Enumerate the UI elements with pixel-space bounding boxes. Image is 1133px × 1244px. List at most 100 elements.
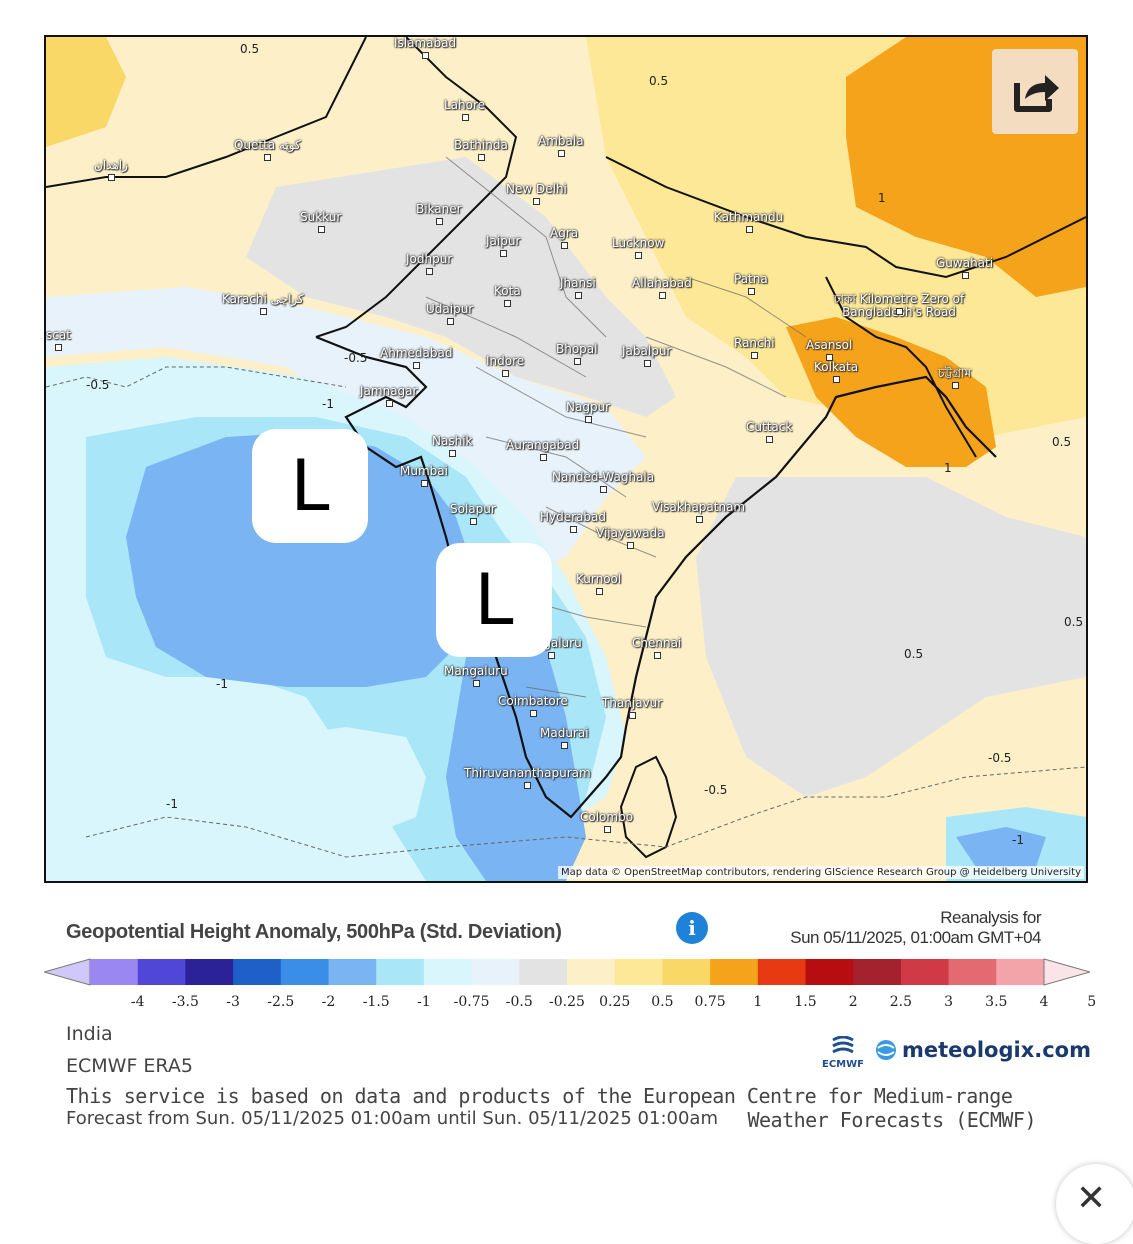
legend-swatch — [805, 959, 854, 985]
city-label[interactable]: Hyderabad — [540, 510, 606, 533]
city-label[interactable]: Lahore — [444, 98, 486, 121]
city-label[interactable]: Chennai — [632, 636, 682, 659]
ecmwf-label: ECMWF — [822, 1059, 864, 1070]
city-label[interactable]: Aurangabad — [506, 438, 580, 461]
city-label[interactable]: Kolkata — [814, 360, 859, 383]
city-label[interactable]: Allahabad — [632, 276, 692, 299]
close-button[interactable]: ✕ — [1056, 1164, 1133, 1244]
city-label[interactable]: Udaipur — [426, 302, 474, 325]
legend-swatch — [757, 959, 806, 985]
legend-swatch — [280, 959, 329, 985]
service-line: Weather Forecasts (ECMWF) — [747, 1108, 1036, 1132]
close-icon: ✕ — [1076, 1178, 1107, 1219]
city-label[interactable]: Quetta کوټه — [234, 138, 301, 161]
border-nepal-china — [605, 156, 1086, 279]
reanalysis-time: Reanalysis for Sun 05/11/2025, 01:00am G… — [790, 908, 1041, 948]
city-label[interactable]: Mumbai — [400, 464, 448, 487]
legend-swatch — [328, 959, 377, 985]
city-label[interactable]: Jodhpur — [406, 252, 453, 275]
region-yellow-nw — [46, 37, 126, 147]
legend-tick-label: 0.75 — [694, 994, 726, 1010]
city-label[interactable]: Nanded-Waghala — [552, 470, 655, 493]
region-gray-central — [246, 157, 676, 417]
city-label[interactable]: Solapur — [450, 502, 496, 525]
city-label[interactable]: Bathinda — [454, 138, 508, 161]
contour-label: 1 — [944, 461, 952, 475]
city-label[interactable]: Kota — [494, 284, 521, 307]
legend-tick-label: -2.5 — [267, 994, 295, 1010]
contour-label: -0.5 — [86, 378, 110, 392]
city-label[interactable]: Kathmandu — [714, 210, 784, 233]
city-label[interactable]: Visakhapatnam — [652, 500, 746, 523]
region-blue-arabian — [126, 432, 476, 687]
border-afghanistan — [46, 37, 367, 188]
globe-icon — [876, 1040, 896, 1060]
city-label[interactable]: Lucknow — [612, 236, 665, 259]
city-label[interactable]: Bhopal — [556, 342, 598, 365]
city-label[interactable]: Thanjavur — [602, 696, 663, 719]
city-label[interactable]: Coimbatore — [498, 694, 568, 717]
city-label[interactable]: Bikaner — [416, 202, 462, 225]
city-label[interactable]: Nashik — [432, 434, 473, 457]
city-label[interactable]: Jhansi — [560, 276, 596, 299]
legend-swatch — [948, 959, 997, 985]
region-gray-bay — [696, 477, 1086, 797]
city-label[interactable]: Guwahati — [936, 256, 994, 279]
city-label[interactable]: Sukkur — [300, 210, 342, 233]
city-label[interactable]: Patna — [734, 272, 768, 295]
city-label[interactable]: scat — [46, 328, 71, 351]
reanalysis-label: Reanalysis for — [940, 908, 1041, 927]
city-label[interactable]: Agra — [550, 226, 579, 249]
legend-arrow-right — [1043, 958, 1090, 986]
legend-swatch — [376, 959, 425, 985]
ecmwf-logo[interactable]: ECMWF — [818, 1035, 868, 1070]
city-label[interactable]: Jaipur — [486, 234, 521, 257]
contour-label: 0.5 — [1052, 435, 1072, 449]
info-icon[interactable]: i — [676, 912, 708, 944]
map[interactable]: 0.5 0.5 -0.5 -0.5 -1 -1 -1 1 1 0.5 0.5 -… — [44, 35, 1088, 883]
legend-swatch — [90, 959, 139, 985]
city-label[interactable]: Colombo — [580, 810, 634, 833]
city-label[interactable]: New Delhi — [506, 182, 567, 205]
city-label[interactable]: Ranchi — [734, 336, 775, 359]
contour-neg-half — [46, 366, 347, 388]
city-label[interactable]: Jabalpur — [622, 344, 672, 367]
city-label[interactable]: Asansol — [806, 338, 853, 361]
contour-label: -1 — [1012, 833, 1024, 847]
city-label[interactable]: Nagpur — [566, 400, 611, 423]
region-blue-south — [446, 597, 586, 881]
contour-label: -0.5 — [704, 783, 728, 797]
legend-tick-label: -4 — [130, 994, 145, 1010]
service-line: This service is based on data and produc… — [66, 1084, 1013, 1108]
legend-swatch — [662, 959, 711, 985]
contour-label: 0.5 — [649, 74, 669, 88]
city-label[interactable]: Ahmedabad — [380, 346, 453, 369]
ecmwf-icon — [832, 1035, 854, 1054]
city-label[interactable]: Islamabad — [394, 36, 457, 59]
city-label[interactable]: Indore — [486, 354, 525, 377]
legend-swatch — [567, 959, 616, 985]
share-button[interactable] — [992, 49, 1078, 134]
city-label[interactable]: Thiruvananthapuram — [464, 766, 591, 789]
city-label[interactable]: চট্টগ্রাম — [938, 366, 972, 389]
legend-tick-label: 4 — [1039, 994, 1049, 1010]
city-label[interactable]: ঢাকা Kilometre Zero of Bangladesh's Road — [814, 293, 984, 319]
map-attribution[interactable]: Map data © OpenStreetMap contributors, r… — [558, 866, 1084, 879]
reanalysis-date: Sun 05/11/2025, 01:00am GMT+04 — [790, 928, 1041, 947]
city-label[interactable]: زاهدان — [94, 158, 128, 181]
city-label[interactable]: Madurai — [540, 726, 589, 749]
contour-label: -0.5 — [344, 351, 368, 365]
legend-swatch — [710, 959, 759, 985]
contour-label: -1 — [322, 397, 334, 411]
city-label[interactable]: Vijayawada — [596, 526, 665, 549]
city-label[interactable]: Jamnagar — [360, 384, 418, 407]
legend-tick-label: -0.75 — [453, 994, 490, 1010]
city-label[interactable]: Kurnool — [576, 572, 622, 595]
city-label[interactable]: Ambala — [538, 134, 584, 157]
contour-label: 0.5 — [1064, 615, 1084, 629]
service-disclaimer: This service is based on data and produc… — [66, 1084, 1066, 1132]
city-label[interactable]: Karachi کراچی — [222, 292, 304, 315]
city-label[interactable]: Cuttack — [746, 420, 793, 443]
city-label[interactable]: Mangaluru — [444, 664, 508, 687]
meteologix-logo[interactable]: meteologix.com — [874, 1038, 1091, 1062]
